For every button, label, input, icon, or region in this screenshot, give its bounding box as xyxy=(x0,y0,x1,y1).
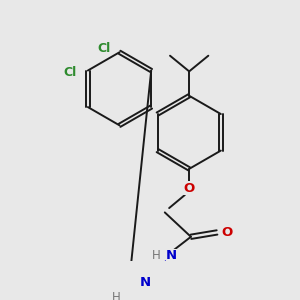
Text: N: N xyxy=(166,249,177,262)
Text: H: H xyxy=(152,249,161,262)
Text: O: O xyxy=(221,226,232,239)
Text: Cl: Cl xyxy=(64,66,77,79)
Text: N: N xyxy=(140,276,151,289)
Text: Cl: Cl xyxy=(97,42,110,55)
Text: H: H xyxy=(112,291,120,300)
Text: O: O xyxy=(184,182,195,194)
